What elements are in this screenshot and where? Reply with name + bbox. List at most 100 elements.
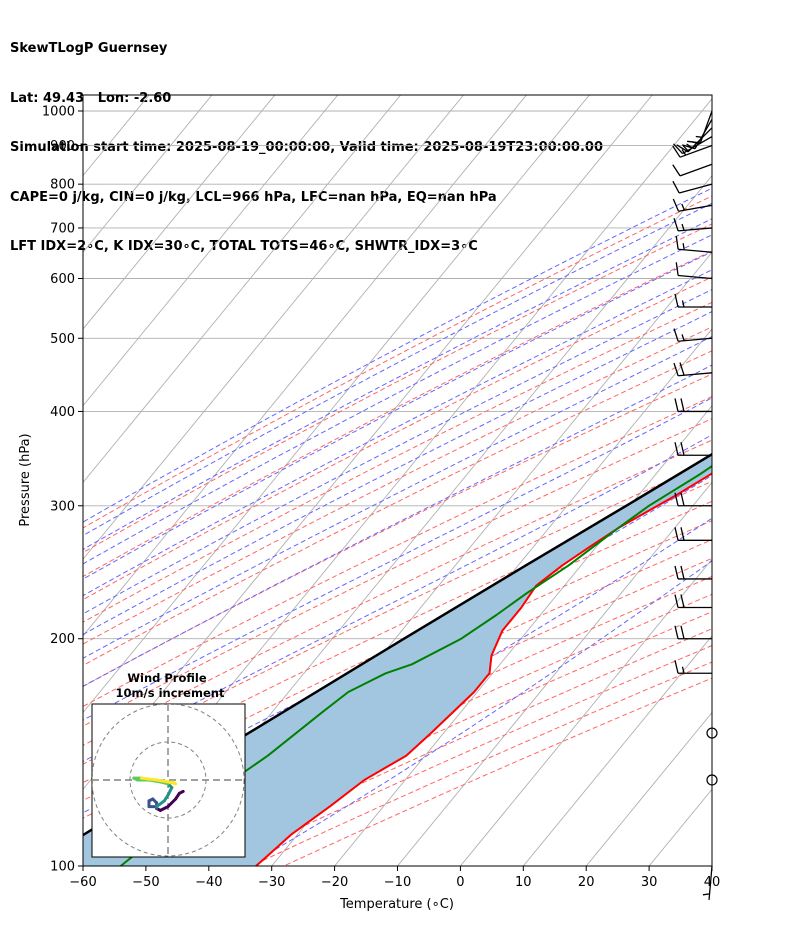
wind-barb-half-flag <box>702 893 710 896</box>
temperature-line <box>255 472 712 866</box>
wind-barb <box>674 293 712 308</box>
isotherm-line <box>83 95 653 791</box>
dry-adiabat-line <box>83 326 712 645</box>
dry-adiabat-line <box>83 276 712 601</box>
y-tick-label: 200 <box>50 632 75 647</box>
title-indices-1: CAPE=0 j/kg, CIN=0 j/kg, LCL=966 hPa, LF… <box>10 189 497 205</box>
wind-barb-flag <box>680 398 685 412</box>
hodograph-segment <box>170 780 178 786</box>
dry-adiabat-line <box>83 418 712 727</box>
wind-barb-flag <box>680 492 685 506</box>
wind-barb-flag <box>676 144 689 153</box>
isotherm-line <box>83 95 528 637</box>
wind-barb <box>673 328 713 342</box>
x-tick-label: −30 <box>258 875 285 890</box>
wind-barb-flag <box>674 660 679 674</box>
isotherm-line <box>83 95 213 253</box>
y-tick-label: 500 <box>50 332 75 347</box>
mixing-ratio-line <box>735 95 794 279</box>
wind-barb-half-flag <box>681 300 685 308</box>
wind-barb-flag <box>674 625 679 639</box>
wind-barb-shaft <box>679 163 713 177</box>
moist-adiabat-line <box>83 364 712 687</box>
isotherm-line <box>711 865 712 866</box>
title-station: SkewTLogP Guernsey <box>10 41 168 56</box>
mixing-ratio-lines <box>735 95 794 279</box>
chart-title-block: SkewTLogP Guernsey Lat: 49.43 Lon: -2.60… <box>10 8 603 272</box>
hodograph-segment <box>166 797 178 809</box>
x-axis-label: Temperature (∘C) <box>339 897 454 912</box>
isotherm-line <box>396 481 712 866</box>
wind-barb-flag <box>673 362 679 376</box>
moist-adiabat-line <box>104 517 712 866</box>
y-tick-label: 800 <box>50 178 75 193</box>
hodograph-segment <box>139 776 159 782</box>
wind-barb-flag <box>675 235 679 250</box>
wind-barb-flag <box>680 594 685 608</box>
title-indices-2: LFT IDX=2∘C, K IDX=30∘C, TOTAL TOTS=46∘C… <box>10 239 478 254</box>
wind-barb <box>672 163 713 177</box>
dewpoint-line <box>120 464 712 866</box>
y-tick-label: 400 <box>50 405 75 420</box>
y-tick-label: 300 <box>50 499 75 514</box>
wind-barb <box>672 144 713 158</box>
wind-barb-flag <box>674 527 679 541</box>
wind-barb-half-flag <box>681 666 685 674</box>
wind-barb-flag <box>674 293 679 308</box>
isotherm-line <box>585 711 712 866</box>
wind-barb <box>706 774 718 786</box>
x-tick-label: 0 <box>456 875 464 890</box>
wind-barb-flag <box>680 565 685 580</box>
y-axis-ticks: 1000 900 800 700 600 500 400 300 200 100 <box>42 104 83 875</box>
isotherm-line <box>83 95 402 484</box>
hodograph-inset: Wind Profile 10m/s increment <box>91 671 246 858</box>
hodograph-segment <box>155 799 166 809</box>
moist-adiabats <box>83 187 712 866</box>
isotherm-line <box>648 788 712 866</box>
wind-barb-flag <box>679 362 685 376</box>
hodograph-subtitle: 10m/s increment <box>116 686 225 700</box>
wind-barb-flag <box>672 164 681 177</box>
isotherm-line <box>459 558 712 866</box>
title-times: Simulation start time: 2025-08-19_00:00:… <box>10 140 603 155</box>
profile-lines <box>83 452 712 866</box>
wind-barb <box>674 398 712 413</box>
wind-barb <box>674 527 712 541</box>
x-tick-label: 40 <box>704 875 721 890</box>
wind-barb-flag <box>673 328 679 342</box>
wind-barb <box>702 865 713 900</box>
wind-barb-flag <box>674 442 679 456</box>
dry-adiabat-line <box>83 539 712 836</box>
y-tick-label: 1000 <box>42 104 75 119</box>
pressure-gridlines <box>83 110 712 866</box>
x-tick-label: 10 <box>515 875 532 890</box>
wind-barb <box>674 660 712 674</box>
isotherm-line <box>334 405 712 866</box>
x-tick-label: −20 <box>321 875 348 890</box>
x-tick-label: −60 <box>69 875 96 890</box>
isotherm-line <box>83 95 465 560</box>
wind-barb-flag <box>680 527 685 541</box>
wind-barb <box>674 625 712 640</box>
wind-barb-shaft <box>678 274 713 280</box>
x-axis-ticks: −60 −50 −40 −30 −20 −10 0 10 20 30 40 <box>69 866 720 890</box>
wind-barb <box>673 362 713 377</box>
moist-adiabat-line <box>83 288 712 615</box>
wind-barb-half-flag <box>681 334 685 341</box>
wind-barb-shaft <box>678 248 713 253</box>
wind-barb <box>674 594 712 609</box>
x-tick-label: −50 <box>132 875 159 890</box>
moist-adiabat-line <box>83 218 712 550</box>
y-axis-label: Pressure (hPa) <box>18 433 33 526</box>
wind-barb-shaft <box>678 183 713 194</box>
wind-barb-flag <box>673 218 679 232</box>
wind-barb <box>674 565 712 580</box>
x-tick-label: −40 <box>195 875 222 890</box>
wind-barb <box>674 442 712 456</box>
wind-barb <box>674 492 712 507</box>
hodograph-ring <box>92 704 245 857</box>
wind-barb-calm <box>706 774 718 786</box>
wind-barb-half-flag <box>682 145 689 152</box>
moist-adiabat-line <box>83 234 712 565</box>
